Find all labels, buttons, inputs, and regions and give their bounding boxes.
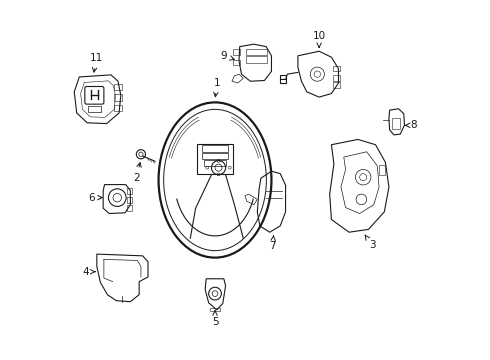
Bar bbox=[115, 94, 122, 100]
Bar bbox=[210, 309, 220, 311]
Bar bbox=[88, 106, 101, 112]
Bar bbox=[280, 75, 286, 83]
Bar bbox=[333, 75, 340, 81]
Text: 7: 7 bbox=[269, 236, 276, 251]
Bar bbox=[333, 82, 340, 87]
Text: 3: 3 bbox=[365, 235, 375, 250]
Bar bbox=[233, 60, 240, 66]
Bar bbox=[127, 197, 132, 203]
Text: 2: 2 bbox=[133, 163, 141, 183]
Text: 11: 11 bbox=[90, 53, 103, 72]
Text: 6: 6 bbox=[88, 193, 102, 203]
Bar bbox=[379, 165, 386, 175]
Text: 1: 1 bbox=[214, 78, 220, 97]
Bar bbox=[392, 118, 399, 129]
Bar bbox=[115, 84, 122, 90]
Text: 8: 8 bbox=[405, 120, 417, 130]
Text: 9: 9 bbox=[220, 51, 234, 61]
Text: 5: 5 bbox=[212, 311, 219, 327]
Bar bbox=[204, 160, 225, 166]
Text: 4: 4 bbox=[83, 267, 95, 277]
Bar bbox=[201, 145, 228, 152]
Bar bbox=[201, 153, 228, 159]
Bar bbox=[246, 56, 267, 63]
Text: 10: 10 bbox=[313, 31, 326, 48]
Bar bbox=[233, 49, 240, 55]
Bar bbox=[127, 205, 132, 211]
Bar bbox=[246, 49, 267, 55]
Bar bbox=[333, 66, 340, 71]
Bar bbox=[127, 189, 132, 194]
Bar bbox=[115, 105, 122, 111]
Bar bbox=[197, 144, 233, 174]
